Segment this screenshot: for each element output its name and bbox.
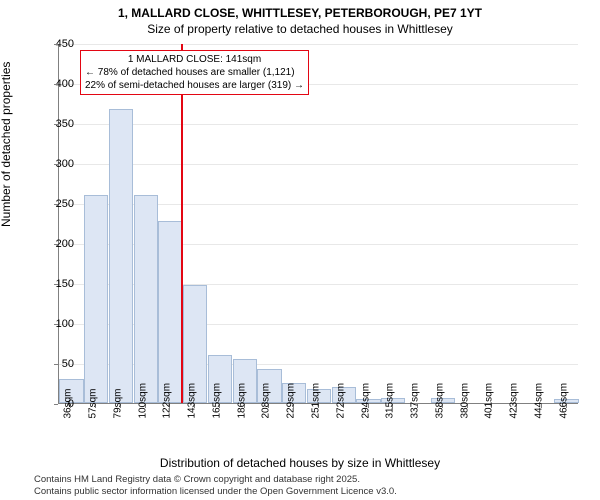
footer-line1: Contains HM Land Registry data © Crown c… bbox=[34, 474, 397, 486]
y-tick-label: 350 bbox=[44, 118, 74, 130]
histogram-bar bbox=[158, 221, 182, 403]
histogram-bar bbox=[134, 195, 158, 403]
y-tick-label: 250 bbox=[44, 198, 74, 210]
gridline bbox=[59, 124, 578, 125]
y-tick-mark bbox=[54, 364, 58, 365]
gridline bbox=[59, 44, 578, 45]
reference-line bbox=[181, 44, 183, 403]
footer-text: Contains HM Land Registry data © Crown c… bbox=[34, 474, 397, 498]
y-tick-label: 300 bbox=[44, 158, 74, 170]
footer-line2: Contains public sector information licen… bbox=[34, 486, 397, 498]
y-tick-mark bbox=[54, 244, 58, 245]
y-tick-mark bbox=[54, 404, 58, 405]
y-tick-mark bbox=[54, 84, 58, 85]
annotation-line1: 1 MALLARD CLOSE: 141sqm bbox=[85, 53, 304, 66]
histogram-bar bbox=[84, 195, 108, 403]
y-tick-label: 50 bbox=[44, 358, 74, 370]
chart-container: 1, MALLARD CLOSE, WHITTLESEY, PETERBOROU… bbox=[0, 0, 600, 500]
y-tick-label: 400 bbox=[44, 78, 74, 90]
y-tick-mark bbox=[54, 124, 58, 125]
gridline bbox=[59, 164, 578, 165]
annotation-box: 1 MALLARD CLOSE: 141sqm ← 78% of detache… bbox=[80, 50, 309, 95]
histogram-bar bbox=[109, 109, 133, 403]
y-tick-mark bbox=[54, 284, 58, 285]
plot-area bbox=[58, 44, 578, 404]
y-tick-label: 200 bbox=[44, 238, 74, 250]
y-tick-label: 150 bbox=[44, 278, 74, 290]
chart-title-line2: Size of property relative to detached ho… bbox=[0, 20, 600, 36]
y-tick-mark bbox=[54, 164, 58, 165]
y-axis-label: Number of detached properties bbox=[0, 62, 13, 227]
y-tick-mark bbox=[54, 324, 58, 325]
annotation-line2: ← 78% of detached houses are smaller (1,… bbox=[85, 66, 304, 79]
y-tick-label: 100 bbox=[44, 318, 74, 330]
y-tick-mark bbox=[54, 44, 58, 45]
x-axis-label: Distribution of detached houses by size … bbox=[0, 456, 600, 470]
annotation-line3: 22% of semi-detached houses are larger (… bbox=[85, 79, 304, 92]
y-tick-label: 450 bbox=[44, 38, 74, 50]
chart-title-line1: 1, MALLARD CLOSE, WHITTLESEY, PETERBOROU… bbox=[0, 0, 600, 20]
y-tick-mark bbox=[54, 204, 58, 205]
